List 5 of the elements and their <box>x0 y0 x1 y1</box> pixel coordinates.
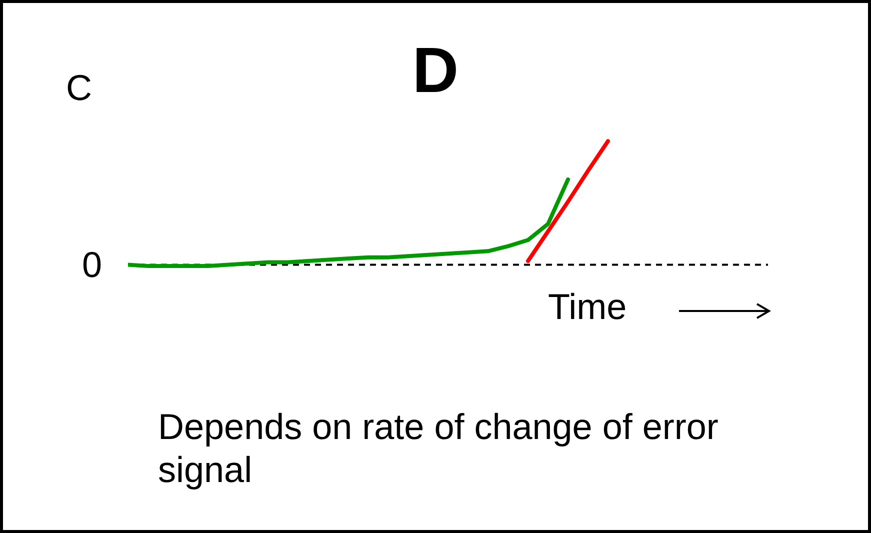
ref-line-label: 0 <box>82 242 102 286</box>
x-axis-title: Time <box>548 285 627 328</box>
text: Depends on rate of change of error signal <box>158 405 720 492</box>
chart-title: D <box>412 34 459 106</box>
y-axis-title: C <box>66 66 92 110</box>
